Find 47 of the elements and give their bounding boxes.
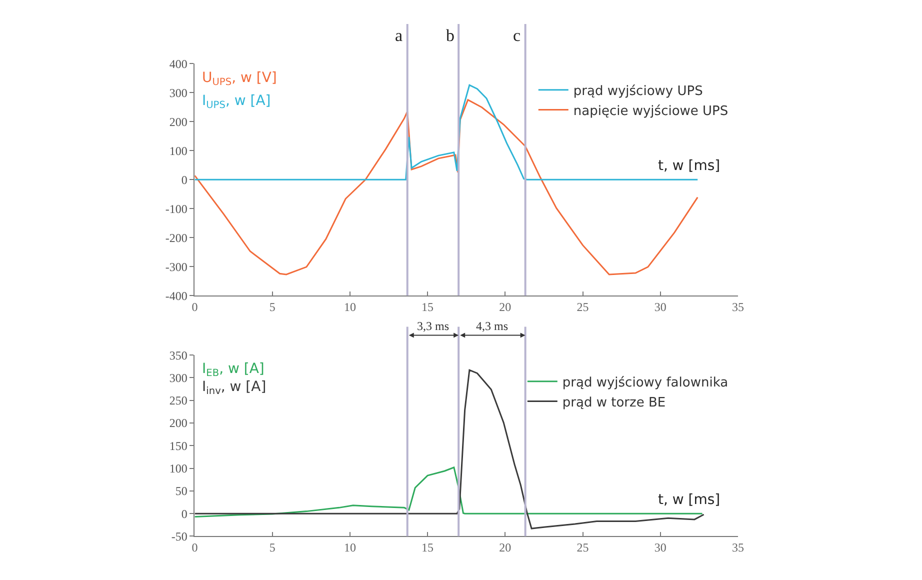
y-tick-label: 400 [169, 56, 188, 71]
y-tick-label: 350 [169, 348, 188, 362]
x-axis-title: t, w [ms] [658, 492, 720, 508]
text: U$_{UPS}$, w [V] I$_{UPS}$, w [A] [202, 70, 277, 111]
legend-label: prąd wyjściowy UPS [573, 84, 703, 99]
text: 4,3 ms [476, 319, 508, 333]
y-tick-label: 300 [169, 370, 188, 385]
x-tick-label: 20 [499, 540, 512, 555]
y-tick-label: 0 [181, 172, 188, 187]
x-tick-label: 20 [499, 300, 512, 314]
y-tick-label: 250 [169, 394, 188, 408]
x-tick-label: 5 [269, 300, 276, 314]
x-axis-title: t, w [ms] [658, 158, 720, 174]
x-tick-label: 5 [269, 540, 276, 555]
x-tick-label: 25 [576, 300, 589, 314]
y-tick-label: 50 [175, 484, 188, 498]
x-tick-label: 35 [732, 540, 744, 555]
x-tick-label: 15 [422, 300, 434, 314]
y-tick-label: 100 [169, 144, 188, 158]
x-tick-label: 10 [344, 540, 356, 555]
x-tick-label: 0 [192, 300, 198, 314]
legend-label: prąd wyjściowy falownika [562, 375, 728, 390]
y-tick-label: -50 [171, 529, 188, 544]
x-tick-label: 25 [576, 540, 589, 555]
y-tick-label: 200 [169, 114, 188, 129]
x-tick-label: 10 [344, 300, 356, 314]
text: 3,3 ms [417, 319, 450, 333]
x-tick-label: 30 [654, 300, 666, 314]
legend-label: prąd w torze BE [562, 395, 666, 410]
ref-line-label: c [513, 26, 521, 45]
ref-line-label: b [446, 26, 454, 45]
y-tick-label: 100 [169, 461, 188, 476]
legend-label: napięcie wyjściowe UPS [573, 104, 728, 119]
y-tick-label: 300 [169, 86, 188, 100]
y-tick-label: -100 [165, 202, 188, 216]
y-tick-label: -400 [165, 288, 188, 303]
x-tick-label: 0 [192, 540, 198, 555]
y-tick-label: -200 [165, 230, 188, 245]
y-tick-label: 150 [169, 438, 188, 453]
y-tick-label: -300 [165, 260, 188, 274]
y-axis-title: I$_{EB}$, w [A] I$_{inv}$, w [A] [202, 361, 266, 397]
x-tick-label: 35 [732, 300, 744, 314]
ref-line-label: a [395, 26, 403, 45]
x-tick-label: 15 [422, 540, 434, 555]
y-tick-label: 200 [169, 416, 188, 430]
x-tick-label: 30 [654, 540, 666, 555]
y-tick-label: 0 [181, 506, 188, 521]
